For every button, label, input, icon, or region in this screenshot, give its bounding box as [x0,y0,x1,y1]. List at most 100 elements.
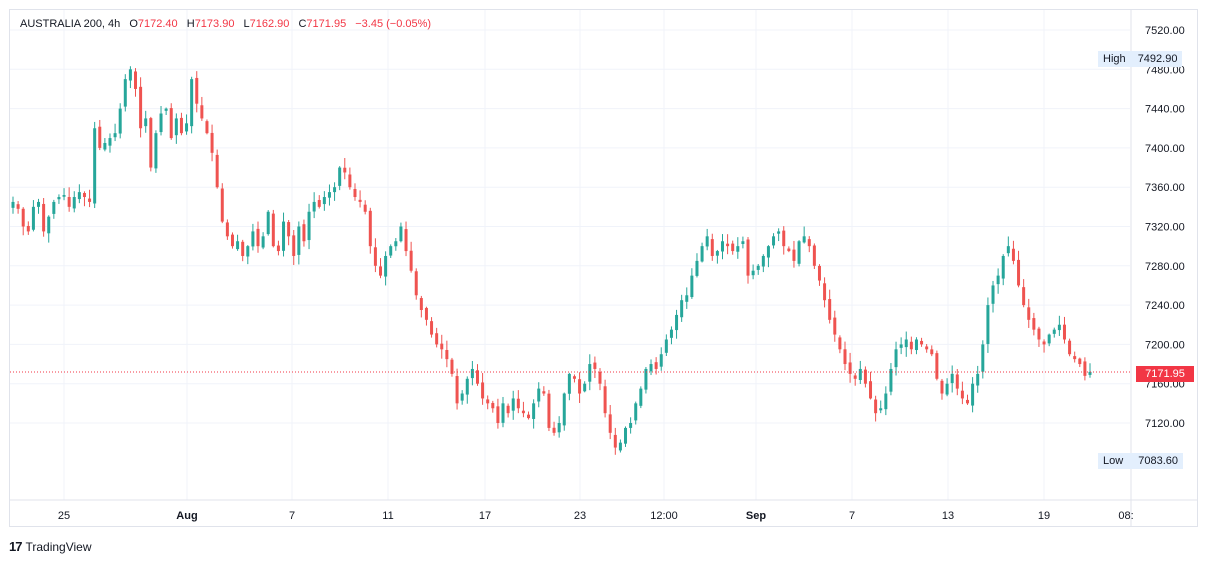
candle-body [879,408,883,411]
candle-body [52,201,56,214]
candle-body [664,339,668,353]
candle-body [169,108,173,139]
candle-body [710,239,714,256]
candle-body [430,321,434,335]
candle-body [828,299,832,320]
candle-body [195,77,199,104]
x-tick-label: 23 [574,510,586,522]
y-tick-label: 7120.00 [1145,418,1185,430]
candle-body [654,362,658,369]
candle-body [843,349,847,365]
candle-body [57,197,61,200]
candle-body [139,86,143,129]
candle-body [976,373,980,386]
x-tick-label: 08: [1118,510,1133,522]
candle-body [82,192,86,198]
candle-body [460,393,464,401]
candle-body [1052,329,1056,334]
candle-body [807,239,811,247]
candle-body [358,199,362,202]
candle-body [848,362,852,374]
candle-body [920,340,924,345]
candle-body [440,343,444,350]
candle-body [537,388,541,402]
candle-body [149,118,153,168]
candle-body [113,133,117,138]
candle-body [404,229,408,252]
candle-body [782,230,786,247]
candle-body [215,154,219,188]
candle-body [501,403,505,423]
candle-body [909,341,913,350]
candle-body [62,195,66,197]
candle-body [965,399,969,404]
candle-body [736,246,740,252]
candle-body [914,339,918,351]
candle-body [1062,324,1066,340]
candle-body [1047,334,1051,344]
candle-body [817,265,821,281]
candle-body [858,368,862,380]
candle-body [88,198,92,202]
candle-body [583,383,587,392]
candle-body [11,201,15,208]
candle-body [950,373,954,384]
candle-body [486,399,490,404]
low-value: 7162.90 [249,18,290,30]
candle-body [925,346,929,350]
candle-body [251,231,255,247]
candle-body [777,231,781,234]
tradingview-logo[interactable]: 17 TradingView [9,539,92,554]
candle-body [884,393,888,410]
chart-frame [9,9,1198,527]
candle-body [567,373,571,394]
candle-body [368,210,372,247]
candle-body [103,142,107,150]
last-price-label: 7171.95 [1136,366,1194,382]
candle-body [506,405,510,414]
candle-body [154,133,158,169]
candle-body [21,208,25,227]
candle-body [532,403,536,419]
candle-body [1032,318,1036,330]
candle-body [1001,255,1005,279]
candle-body [802,236,806,243]
candle-body [317,199,321,207]
candle-body [307,211,311,241]
candle-body [787,248,791,252]
candle-body [557,423,561,433]
candle-body [572,376,576,379]
candle-body [210,132,214,153]
candle-body [1037,328,1041,340]
candle-body [797,241,801,264]
candle-body [200,105,204,119]
candle-body [955,374,959,389]
close-label: C [298,18,307,30]
candle-body [363,204,367,212]
candle-body [1068,340,1072,355]
candle-body [1042,341,1046,345]
candle-body [98,126,102,148]
candle-body [445,350,449,360]
candle-body [379,266,383,276]
candle-body [93,128,97,204]
candle-body [230,234,234,247]
y-tick-label: 7520.00 [1145,25,1185,37]
x-tick-label: 19 [1038,510,1050,522]
candle-body [72,197,76,209]
candle-body [991,285,995,304]
candle-body [1073,356,1077,360]
candle-body [542,391,546,394]
candle-body [838,337,842,350]
candle-body [680,300,684,318]
low-label: L [243,18,250,30]
low-marker-label: Low [1103,455,1124,467]
change-value: −3.45 (−0.05%) [355,18,432,30]
candle-body [624,427,628,444]
candle-body [465,378,469,395]
candle-body [618,442,622,451]
candle-body [675,314,679,331]
candle-body [302,224,306,242]
candle-body [639,388,643,406]
